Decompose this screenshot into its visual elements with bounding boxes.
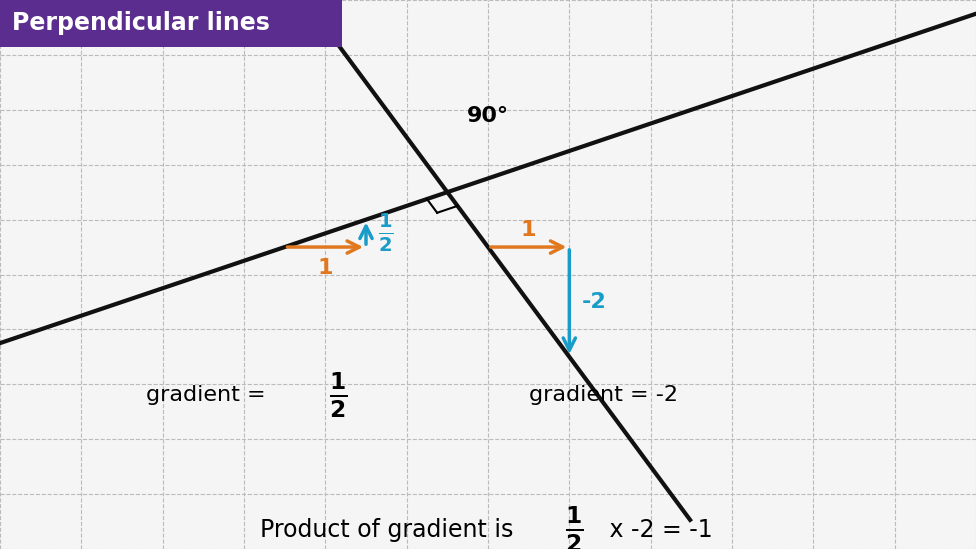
Bar	[0, 0, 342, 47]
Text: -2: -2	[582, 292, 606, 312]
Text: Product of gradient is: Product of gradient is	[261, 518, 521, 542]
Text: $\mathbf{\frac{1}{2}}$: $\mathbf{\frac{1}{2}}$	[565, 505, 584, 549]
Text: Perpendicular lines: Perpendicular lines	[12, 12, 270, 35]
Text: 1: 1	[521, 221, 537, 240]
Text: $\mathbf{\frac{1}{2}}$: $\mathbf{\frac{1}{2}}$	[379, 212, 393, 254]
Text: 90°: 90°	[467, 107, 509, 126]
Text: gradient =: gradient =	[146, 385, 273, 405]
Text: gradient = -2: gradient = -2	[529, 385, 677, 405]
Text: 1: 1	[317, 258, 333, 278]
Text: $\mathbf{\frac{1}{2}}$: $\mathbf{\frac{1}{2}}$	[329, 371, 347, 420]
Text: x -2 = -1: x -2 = -1	[602, 518, 712, 542]
